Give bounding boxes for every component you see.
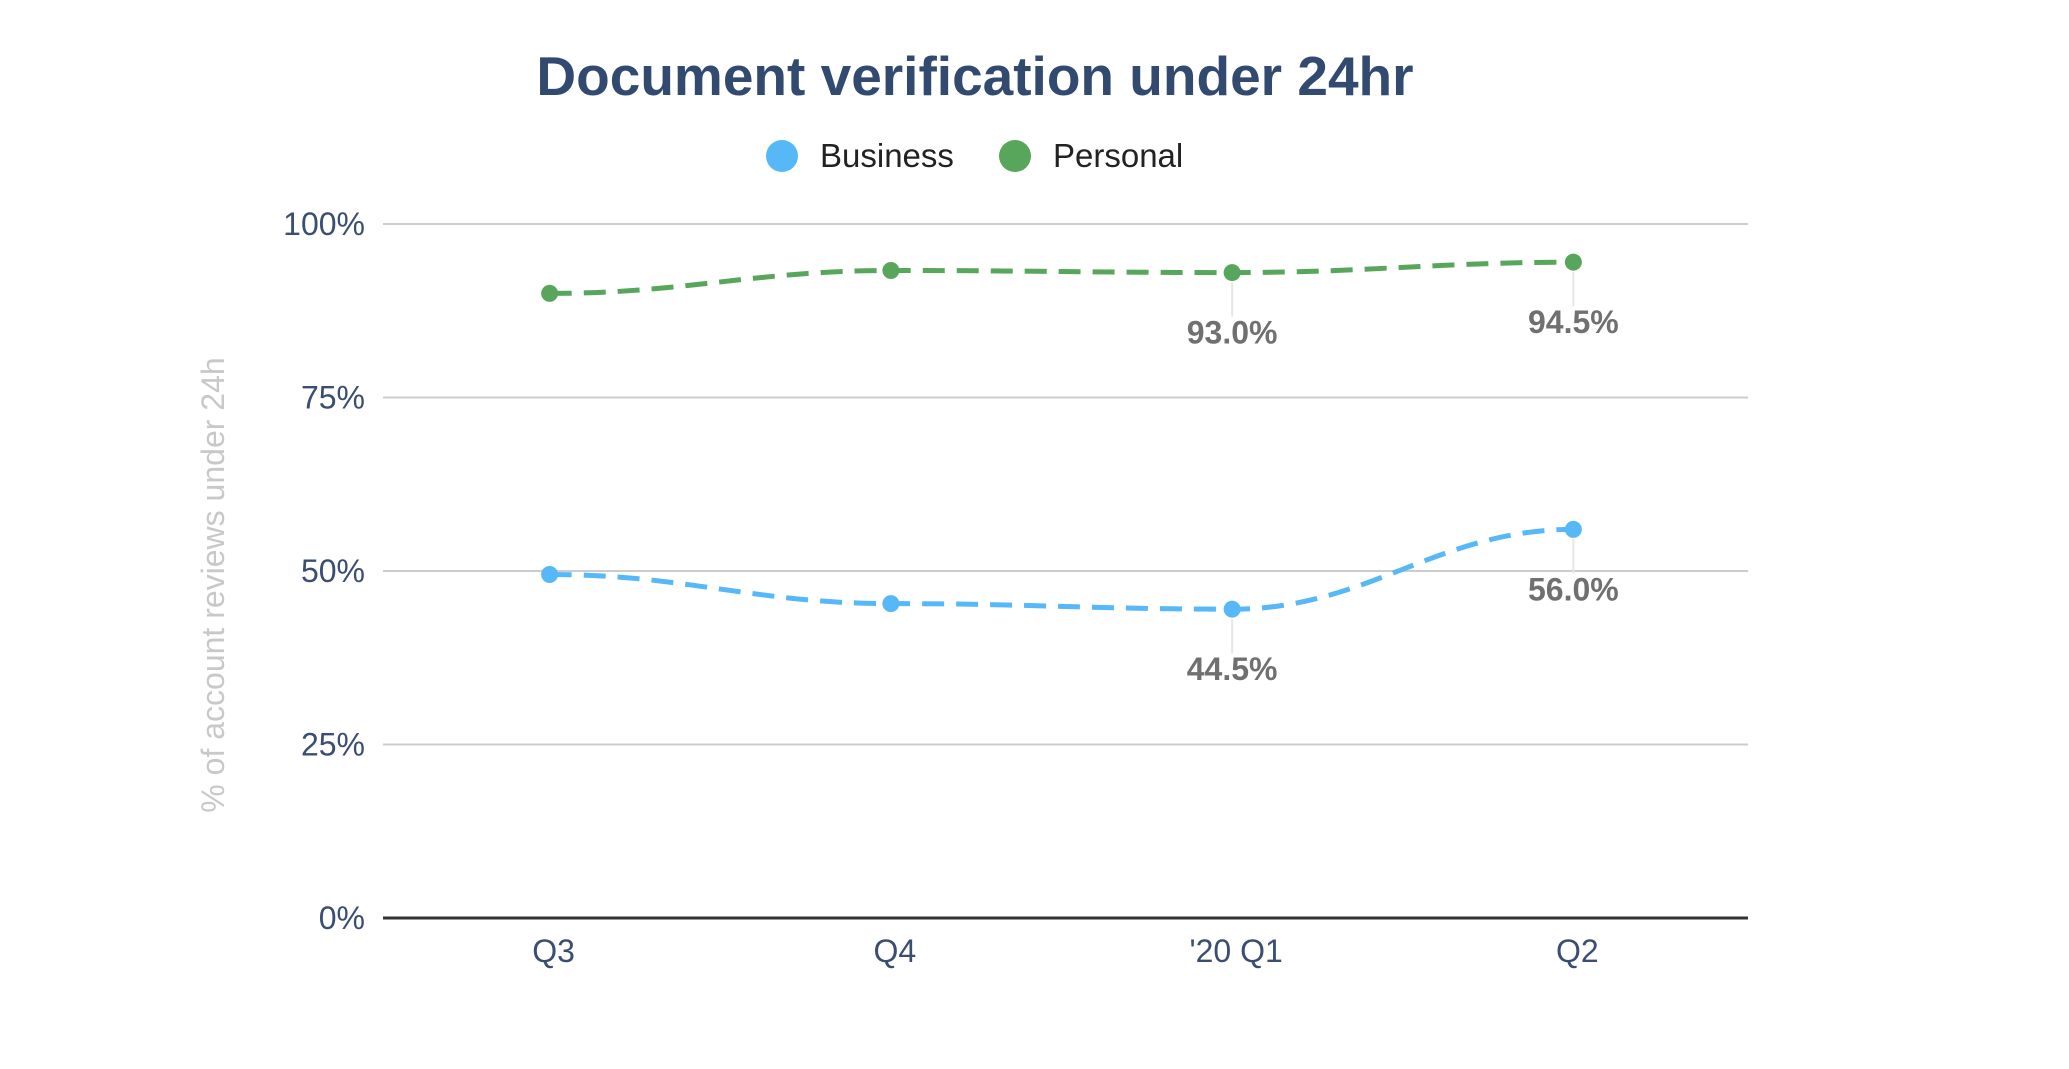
series-business: [541, 520, 1582, 618]
y-tick-label: 100%: [283, 206, 365, 242]
gridlines: [383, 223, 1748, 920]
x-tick-label: Q3: [532, 933, 575, 969]
series-line: [549, 526, 1574, 612]
x-tick-label: Q2: [1556, 933, 1599, 969]
legend-label: Business: [820, 137, 954, 174]
data-labels: 44.5% 56.0% 93.0% 94.5%: [1187, 272, 1619, 687]
data-label: 56.0%: [1528, 571, 1619, 607]
data-point[interactable]: [1223, 600, 1241, 618]
x-tick-label: '20 Q1: [1189, 933, 1282, 969]
chart-title: Document verification under 24hr: [536, 45, 1413, 107]
data-label: 44.5%: [1187, 651, 1278, 687]
legend-item[interactable]: Personal: [999, 137, 1183, 174]
x-axis-ticks: Q3 Q4 '20 Q1 Q2: [532, 933, 1598, 969]
legend-item[interactable]: Business: [766, 137, 954, 174]
y-tick-label: 75%: [301, 380, 365, 416]
series-line: [549, 259, 1574, 296]
data-point[interactable]: [541, 565, 559, 583]
data-label: 93.0%: [1187, 315, 1278, 351]
legend-marker: [999, 140, 1031, 172]
data-point[interactable]: [1564, 520, 1582, 538]
data-point[interactable]: [1564, 253, 1582, 271]
legend: Business Personal: [766, 137, 1183, 174]
legend-label: Personal: [1053, 137, 1183, 174]
data-point[interactable]: [1223, 264, 1241, 282]
y-tick-label: 25%: [301, 727, 365, 763]
y-axis-ticks: 0% 25% 50% 75% 100%: [283, 206, 365, 936]
data-point[interactable]: [882, 261, 900, 279]
series-layer: [541, 253, 1582, 618]
data-point[interactable]: [541, 284, 559, 302]
legend-marker: [766, 140, 798, 172]
series-personal: [541, 253, 1582, 302]
x-tick-label: Q4: [874, 933, 917, 969]
data-point[interactable]: [882, 595, 900, 613]
y-tick-label: 50%: [301, 553, 365, 589]
y-axis-title: % of account reviews under 24h: [195, 357, 231, 812]
y-tick-label: 0%: [319, 900, 365, 936]
data-label: 94.5%: [1528, 304, 1619, 340]
